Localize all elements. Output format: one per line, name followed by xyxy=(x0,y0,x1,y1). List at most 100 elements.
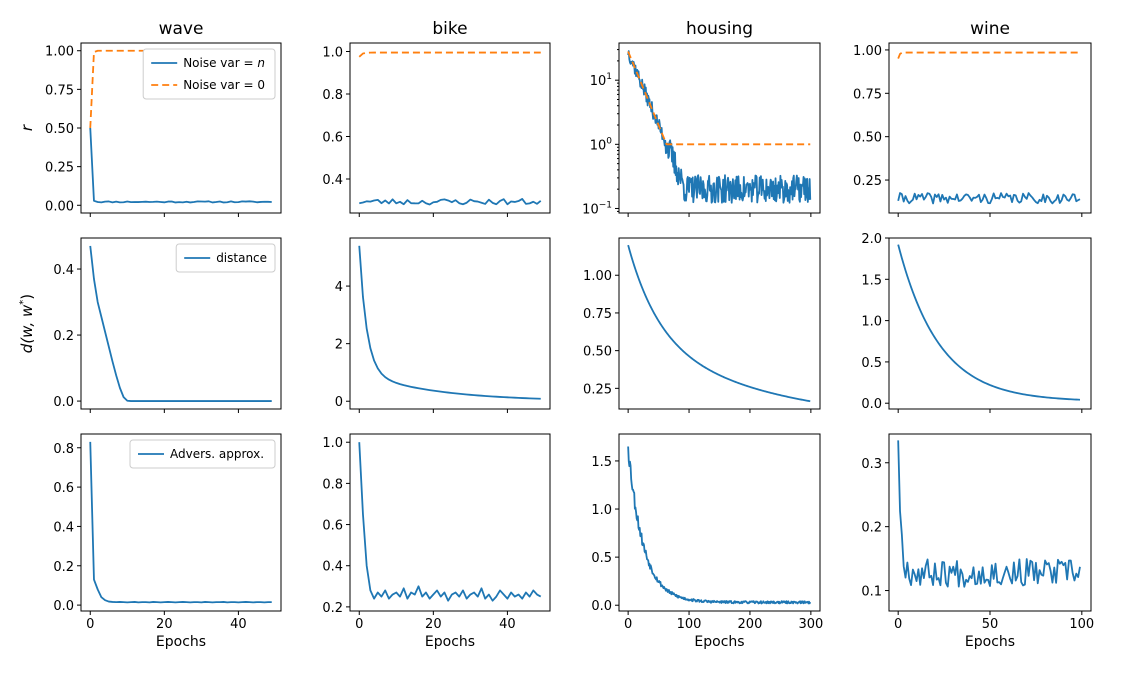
y-tick-label: 1.0 xyxy=(591,503,612,518)
subplot-title: bike xyxy=(432,19,467,39)
legend: distance xyxy=(175,243,276,273)
axes-frame xyxy=(349,42,551,214)
y-tick-label: 0.6 xyxy=(322,131,343,146)
y-tick-label: 4 xyxy=(335,280,343,295)
subplot-r2c3: 0 50 100 0.1 0.2 0.3 Epochs xyxy=(861,433,1094,650)
y-tick-label: 0.75 xyxy=(583,307,612,322)
series-line-advers-approx xyxy=(89,441,272,604)
legend-label: Noise var = n xyxy=(183,56,265,70)
series-line-noise-var-n xyxy=(897,192,1081,205)
y-tick-label: 0.4 xyxy=(53,520,74,535)
y-tick-label: 0.50 xyxy=(853,131,882,146)
y-tick-label: 0 xyxy=(335,395,343,410)
x-tick-label: 100 xyxy=(677,617,702,632)
x-axis-label: Epochs xyxy=(965,634,1015,650)
subplot-r2c1: 0 20 40 0.2 0.4 0.6 0.8 1.0 Epochs xyxy=(322,433,551,650)
y-tick-label: 0.4 xyxy=(53,263,74,278)
y-tick-label: 1.0 xyxy=(861,315,882,330)
x-tick-label: 20 xyxy=(156,617,173,632)
y-tick-label: 0.2 xyxy=(322,601,343,616)
series-line-noise-var-0 xyxy=(358,51,541,58)
y-tick-label: 0.75 xyxy=(853,87,882,102)
y-tick-label: 10−1 xyxy=(582,200,612,217)
y-tick-label: 0.4 xyxy=(322,560,343,575)
subplot-title: wine xyxy=(970,19,1010,39)
subplot-r1c1: 0 2 4 xyxy=(335,237,551,413)
axes-frame xyxy=(888,237,1092,410)
y-tick-label: 0.0 xyxy=(861,397,882,412)
series-line-noise-var-0 xyxy=(897,51,1080,59)
legend-label: Advers. approx. xyxy=(170,447,264,461)
subplot-r2c0: 0 20 40 0.0 0.2 0.4 0.6 0.8 Epochs Advers. approx… xyxy=(53,433,282,650)
x-axis-label: Epochs xyxy=(156,634,206,650)
y-tick-label: 0.6 xyxy=(53,481,74,496)
y-tick-label: 0.0 xyxy=(53,395,74,410)
axes-frame xyxy=(618,237,821,410)
y-tick-label: 1.00 xyxy=(45,45,74,60)
x-tick-label: 50 xyxy=(982,617,999,632)
legend: Advers. approx. xyxy=(129,439,276,469)
series-line-noise-var-n xyxy=(627,50,812,204)
x-tick-label: 300 xyxy=(798,617,823,632)
series-line-noise-var-n xyxy=(89,127,272,204)
x-tick-label: 0 xyxy=(624,617,632,632)
series-line-advers-approx xyxy=(897,440,1081,588)
y-tick-label: 0.5 xyxy=(591,551,612,566)
y-tick-label: 0.2 xyxy=(53,560,74,575)
legend-box xyxy=(129,439,276,469)
subplot-bike: 0.4 0.6 0.8 1.0 bike xyxy=(322,19,551,217)
x-tick-label: 0 xyxy=(355,617,363,632)
x-tick-label: 40 xyxy=(230,617,247,632)
y-tick-label: 101 xyxy=(590,72,612,89)
legend-label: Noise var = 0 xyxy=(183,78,265,92)
x-tick-label: 200 xyxy=(738,617,763,632)
legend-box xyxy=(142,48,276,100)
y-axis-label: r xyxy=(18,124,36,131)
subplot-title: housing xyxy=(686,19,753,39)
series-line-distance xyxy=(627,244,811,403)
y-tick-label: 0.25 xyxy=(45,161,74,176)
y-tick-label: 0.50 xyxy=(45,122,74,137)
y-tick-label: 1.00 xyxy=(583,269,612,284)
subplot-wine: 0.25 0.50 0.75 1.00 wine xyxy=(853,19,1092,217)
axes-frame xyxy=(349,433,551,612)
y-tick-label: 0.4 xyxy=(322,173,343,188)
axes-frame xyxy=(618,433,821,612)
y-tick-label: 0.6 xyxy=(322,519,343,534)
series-line-advers-approx xyxy=(627,446,812,605)
series-line-distance xyxy=(897,244,1081,401)
series-line-noise-var-0 xyxy=(627,51,811,146)
subplot-r1c2: 0.25 0.50 0.75 1.00 xyxy=(583,237,821,413)
y-tick-label: 100 xyxy=(590,136,613,153)
subplot-r2c2: 0 100 200 300 0.0 0.5 1.0 1.5 Epochs xyxy=(591,433,823,650)
y-tick-label: 1.5 xyxy=(591,455,612,470)
legend-label: distance xyxy=(216,251,267,265)
x-tick-label: 40 xyxy=(499,617,516,632)
axes-frame xyxy=(80,237,282,410)
axes-frame xyxy=(618,42,821,214)
subplot-housing: 10−1 100 101 housing xyxy=(582,19,821,217)
series-line-noise-var-n xyxy=(359,198,542,206)
y-tick-label: 0.00 xyxy=(45,199,74,214)
subplot-r1c0: 0.0 0.2 0.4 d(w, w*) distance xyxy=(18,237,282,413)
y-tick-label: 1.0 xyxy=(322,436,343,451)
series-line-distance xyxy=(89,245,272,402)
y-tick-label: 0.50 xyxy=(583,345,612,360)
y-tick-label: 0.2 xyxy=(53,329,74,344)
y-tick-label: 0.8 xyxy=(322,477,343,492)
subplot-r1c3: 0.0 0.5 1.0 1.5 2.0 xyxy=(861,232,1092,413)
y-tick-label: 0.3 xyxy=(861,457,882,472)
legend-box xyxy=(175,243,276,273)
y-tick-label: 0.25 xyxy=(853,174,882,189)
axes-frame xyxy=(80,433,282,612)
y-tick-label: 1.00 xyxy=(853,44,882,59)
x-tick-label: 20 xyxy=(425,617,442,632)
y-axis-label: d(w, w*) xyxy=(18,294,36,353)
y-tick-label: 0.25 xyxy=(583,382,612,397)
y-tick-label: 0.5 xyxy=(861,356,882,371)
y-tick-label: 1.0 xyxy=(322,46,343,61)
y-tick-label: 0.75 xyxy=(45,83,74,98)
y-tick-label: 1.5 xyxy=(861,273,882,288)
